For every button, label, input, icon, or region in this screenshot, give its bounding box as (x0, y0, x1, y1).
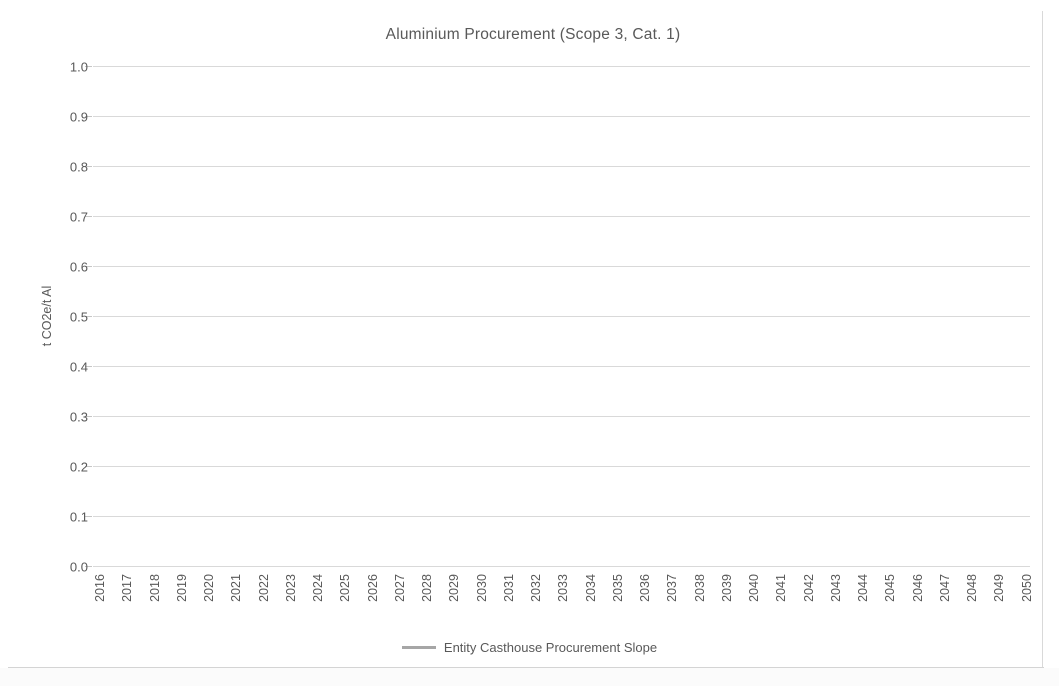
x-tick-label: 2033 (556, 574, 571, 602)
y-gridline (93, 416, 1030, 417)
y-tick-mark (85, 566, 92, 567)
y-tick-mark (85, 316, 92, 317)
y-tick-mark (85, 66, 92, 67)
legend-series-label: Entity Casthouse Procurement Slope (443, 640, 658, 655)
y-tick-mark (85, 366, 92, 367)
y-tick-label: 0.7 (69, 209, 88, 224)
x-tick-label: 2032 (529, 574, 543, 602)
x-tick-label: 2025 (338, 574, 353, 602)
y-tick-label: 0.2 (69, 459, 88, 474)
y-gridline (93, 366, 1030, 367)
y-tick-label: 0.6 (69, 259, 88, 274)
chart-frame-right-border (1042, 11, 1043, 667)
y-tick-label: 0.0 (69, 559, 88, 574)
y-gridline (93, 66, 1030, 67)
x-tick-label: 2016 (93, 574, 107, 602)
x-tick-label: 2024 (311, 574, 325, 602)
y-tick-mark (85, 516, 92, 517)
y-tick-label: 0.3 (69, 409, 88, 424)
x-tick-label: 2043 (828, 574, 843, 602)
y-tick-mark (85, 216, 92, 217)
chart-frame-bottom-border (8, 667, 1044, 668)
x-tick-label: 2047 (937, 574, 952, 602)
x-tick-label: 2044 (856, 574, 870, 602)
page-background-strip (0, 668, 1059, 686)
x-tick-label: 2048 (965, 574, 979, 602)
y-tick-mark (85, 116, 92, 117)
y-tick-mark (85, 166, 92, 167)
y-gridline (93, 316, 1030, 317)
x-tick-label: 2040 (747, 574, 761, 602)
y-gridline (93, 566, 1030, 567)
legend-line-marker (401, 646, 436, 649)
x-tick-label: 2030 (474, 574, 489, 602)
y-gridline (93, 166, 1030, 167)
x-tick-label: 2029 (447, 574, 462, 602)
x-tick-label: 2019 (174, 574, 189, 602)
x-tick-label: 2027 (392, 574, 407, 602)
x-tick-label: 2023 (283, 574, 298, 602)
x-tick-label: 2045 (883, 574, 898, 602)
y-tick-label: 0.9 (69, 109, 88, 124)
legend: Entity Casthouse Procurement Slope (0, 640, 1059, 655)
y-tick-label: 1.0 (69, 59, 88, 74)
y-tick-mark (85, 466, 92, 467)
x-tick-label: 2042 (801, 574, 816, 602)
x-tick-label: 2046 (910, 574, 925, 602)
x-tick-label: 2028 (420, 574, 434, 602)
y-tick-label: 0.4 (69, 359, 88, 374)
x-tick-label: 2036 (638, 574, 652, 602)
y-tick-label: 0.5 (69, 309, 88, 324)
x-tick-label: 2017 (120, 574, 135, 602)
x-tick-label: 2031 (501, 574, 516, 602)
x-tick-label: 2049 (992, 574, 1007, 602)
y-tick-mark (85, 416, 92, 417)
y-gridline (93, 466, 1030, 467)
x-tick-label: 2050 (1019, 574, 1034, 602)
chart-title: Aluminium Procurement (Scope 3, Cat. 1) (385, 26, 681, 43)
x-tick-label: 2022 (256, 574, 271, 602)
x-tick-label: 2021 (229, 574, 244, 602)
x-tick-label: 2026 (365, 574, 380, 602)
x-tick-label: 2018 (147, 574, 162, 602)
x-tick-label: 2020 (202, 574, 216, 602)
x-tick-label: 2035 (610, 574, 625, 602)
y-gridline (93, 266, 1030, 267)
y-tick-label: 0.1 (69, 509, 88, 524)
y-gridline (93, 516, 1030, 517)
x-tick-label: 2041 (774, 574, 789, 602)
x-tick-label: 2038 (692, 574, 707, 602)
x-tick-label: 2039 (719, 574, 734, 602)
y-gridline (93, 116, 1030, 117)
y-tick-mark (85, 266, 92, 267)
x-tick-label: 2037 (665, 574, 680, 602)
y-tick-label: 0.8 (69, 159, 88, 174)
x-tick-label: 2034 (583, 574, 598, 602)
y-gridline (93, 216, 1030, 217)
